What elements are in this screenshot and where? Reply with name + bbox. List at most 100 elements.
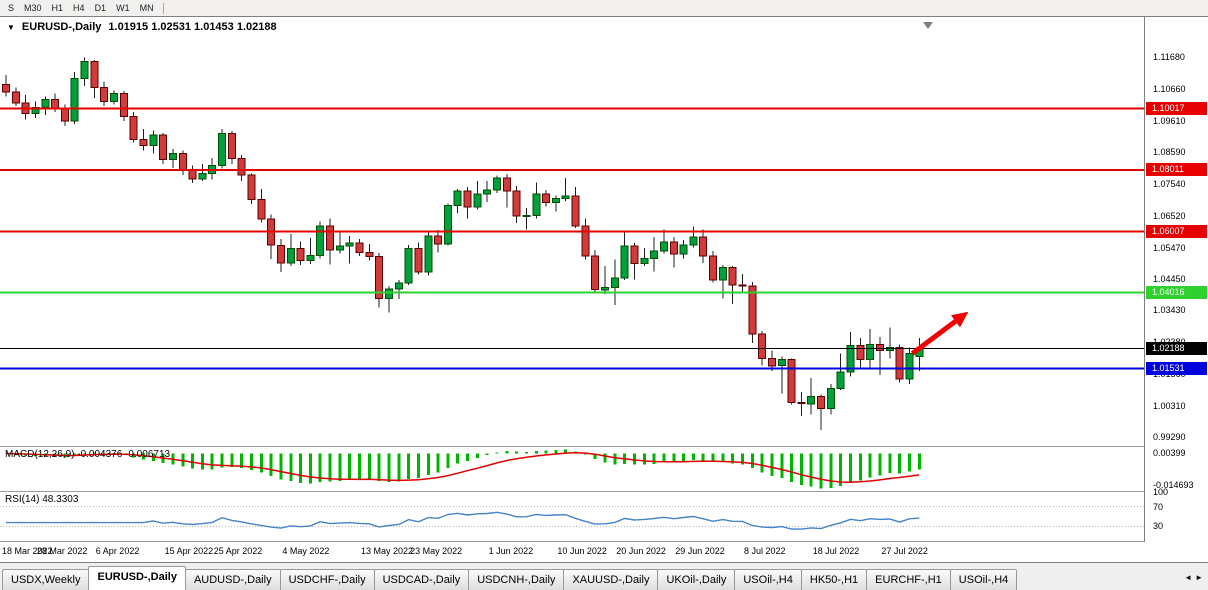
time-axis[interactable]: 18 Mar 2022 28 Mar 2022 6 Apr 2022 15 Apr 2… <box>0 542 1144 562</box>
candle <box>414 247 423 273</box>
candle <box>709 255 717 281</box>
candle <box>699 236 708 257</box>
candle <box>188 169 197 180</box>
candle <box>335 245 344 251</box>
macd-indicator-pane[interactable]: MACD(12,26,9) -0.004376 -0.006713 <box>0 447 1144 491</box>
candle <box>817 395 826 410</box>
timeframe-button-h4[interactable]: H4 <box>73 2 85 13</box>
tab-xauusd-daily[interactable]: XAUUSD-,Daily <box>563 569 659 590</box>
candle <box>718 267 727 281</box>
candle <box>326 225 335 251</box>
date-axis-label: 15 Apr 2022 <box>164 546 214 556</box>
tab-usoil-h4[interactable]: USOil-,H4 <box>734 569 802 590</box>
date-axis-label: 18 Jul 2022 <box>812 546 860 556</box>
candle <box>551 197 560 203</box>
pane-divider[interactable] <box>0 541 1208 542</box>
candle <box>424 235 433 273</box>
candle <box>640 258 649 264</box>
candle <box>846 345 855 373</box>
candle <box>139 139 148 147</box>
price-tag-1.10017: 1.10017 <box>1146 101 1207 115</box>
rsi-indicator-pane[interactable]: RSI(14) 48.3303 <box>0 492 1144 541</box>
date-axis-label: 10 Jun 2022 <box>557 546 607 556</box>
tab-usdcnh-daily[interactable]: USDCNH-,Daily <box>468 569 565 590</box>
toolbar-separator <box>162 2 164 14</box>
tab-usdx-weekly[interactable]: USDX,Weekly <box>2 569 90 590</box>
candle <box>836 371 845 389</box>
candle <box>522 215 531 218</box>
tab-scroll-right-icon[interactable]: ► <box>1195 573 1203 582</box>
trend-arrow[interactable] <box>910 319 957 356</box>
price-axis-label: 1.04450 <box>1153 274 1186 284</box>
candle <box>483 189 492 195</box>
candle <box>257 198 266 220</box>
candle <box>502 177 511 192</box>
tab-audusd-daily[interactable]: AUDUSD-,Daily <box>184 569 281 590</box>
timeframe-button-mn[interactable]: MN <box>139 2 154 13</box>
candle <box>296 247 305 262</box>
candle <box>90 60 99 88</box>
macd-axis-label: 0.00399 <box>1153 448 1186 458</box>
candle <box>797 402 806 405</box>
candle <box>473 193 482 208</box>
timeframe-button-w1[interactable]: W1 <box>116 2 130 13</box>
tab-usdchf-daily[interactable]: USDCHF-,Daily <box>279 569 375 590</box>
timeframe-button-h1[interactable]: H1 <box>51 2 64 13</box>
price-tag-1.08011: 1.08011 <box>1146 163 1207 177</box>
candle <box>404 247 413 284</box>
candle <box>571 195 580 227</box>
price-axis-label: 1.10660 <box>1153 83 1186 94</box>
candle <box>728 267 737 286</box>
tab-ukoil-daily[interactable]: UKOil-,Daily <box>657 569 736 590</box>
trend-arrow-head <box>951 311 969 328</box>
date-axis-label: 20 Jun 2022 <box>616 546 666 556</box>
candle <box>679 244 688 255</box>
candle <box>247 174 256 200</box>
price-axis-label: 1.11680 <box>1153 52 1185 63</box>
price-axis-label: 1.05470 <box>1153 242 1186 253</box>
candle <box>689 236 698 246</box>
timeframe-button-d1[interactable]: D1 <box>94 2 107 13</box>
price-axis-label: 1.09610 <box>1153 115 1186 126</box>
candle <box>758 333 767 359</box>
timeframe-button-s[interactable]: S <box>8 2 15 13</box>
macd-signal-line <box>5 452 920 483</box>
price-axis[interactable]: 1.11680 1.10660 1.09610 1.08590 1.07540 1.065… <box>1144 17 1208 542</box>
tab-scroll-left-icon[interactable]: ◄ <box>1184 573 1193 582</box>
date-axis-label: 27 Jul 2022 <box>881 546 928 556</box>
pane-divider[interactable] <box>0 446 1208 447</box>
date-axis-label: 4 May 2022 <box>282 546 330 556</box>
tab-hk50-h1[interactable]: HK50-,H1 <box>800 569 868 590</box>
tab-usdcad-daily[interactable]: USDCAD-,Daily <box>373 569 470 590</box>
candle <box>306 254 315 262</box>
candle <box>237 158 246 176</box>
price-axis-label: 1.00310 <box>1153 400 1186 411</box>
price-axis-label: 1.07540 <box>1153 179 1186 190</box>
symbol-dropdown-icon[interactable]: ▼ <box>7 22 15 32</box>
candle <box>581 225 590 257</box>
timeframe-button-m30[interactable]: M30 <box>24 2 42 13</box>
tab-eurusd-daily[interactable]: EURUSD-,Daily <box>88 566 186 590</box>
main-chart-pane[interactable]: ▼ EURUSD-,Daily 1.01915 1.02531 1.01453 … <box>0 17 1144 446</box>
candle <box>512 190 521 217</box>
rsi-line <box>6 511 920 530</box>
tab-eurchf-h1[interactable]: EURCHF-,H1 <box>866 569 951 590</box>
chart-info-line: ▼ EURUSD-,Daily 1.01915 1.02531 1.01453 … <box>7 21 277 33</box>
candle <box>80 60 89 79</box>
candle <box>11 91 20 104</box>
pane-divider[interactable] <box>0 491 1208 492</box>
chart-shift-marker[interactable] <box>923 22 933 29</box>
date-axis-label: 25 Apr 2022 <box>213 546 263 556</box>
price-chart[interactable] <box>0 17 1144 446</box>
candle <box>463 190 472 208</box>
candle <box>610 277 619 288</box>
rsi-axis-label: 30 <box>1153 521 1164 532</box>
tab-usoil-h4[interactable]: USOil-,H4 <box>949 569 1018 590</box>
chart-ohlc-values: 1.01915 1.02531 1.01453 1.02188 <box>108 21 277 33</box>
candle <box>561 195 570 199</box>
date-axis-label: 18 Mar 2022 <box>2 546 53 556</box>
macd-plot <box>5 449 921 489</box>
rsi-label: RSI(14) 48.3303 <box>5 494 79 505</box>
candle <box>532 193 541 217</box>
